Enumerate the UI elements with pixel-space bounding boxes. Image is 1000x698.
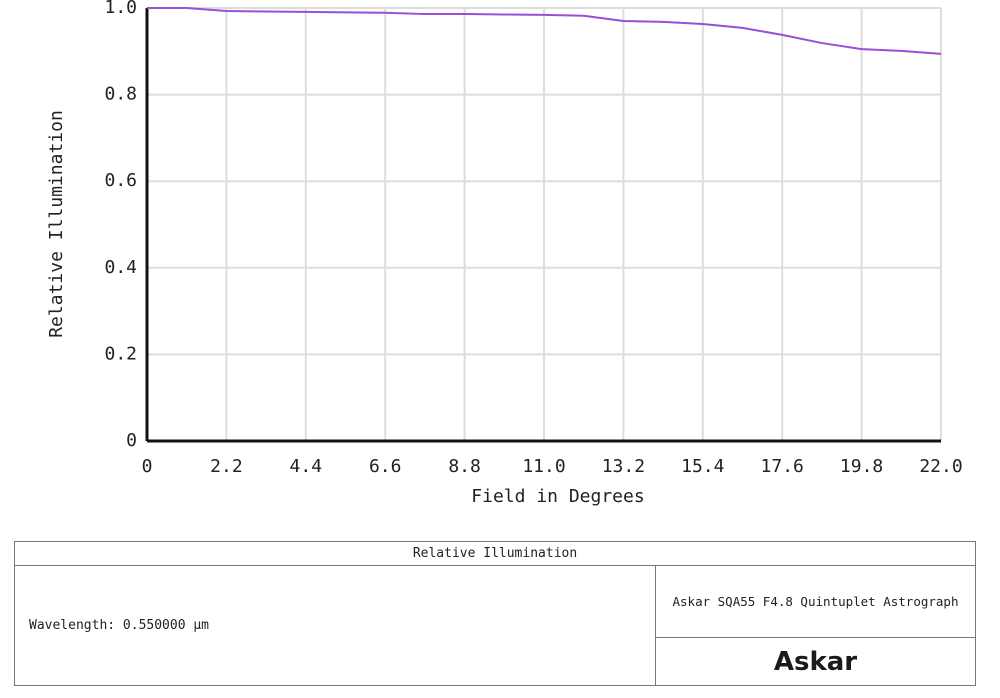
wavelength: Wavelength: 0.550000 µm	[14, 565, 656, 686]
y-tick-label: 0.6	[104, 170, 137, 191]
system-name: Askar SQA55 F4.8 Quintuplet Astrograph	[655, 565, 976, 638]
y-tick-label: 0	[126, 430, 137, 451]
logo: Askar	[655, 637, 976, 686]
x-tick-label: 0	[142, 456, 153, 477]
y-tick-label: 0.4	[104, 257, 137, 278]
x-tick-label: 19.8	[840, 456, 883, 477]
y-axis-label: Relative Illumination	[46, 110, 67, 338]
x-tick-label: 11.0	[522, 456, 565, 477]
x-tick-label: 22.0	[919, 456, 962, 477]
x-tick-label: 15.4	[681, 456, 724, 477]
x-tick-label: 2.2	[210, 456, 243, 477]
x-axis-label: Field in Degrees	[471, 486, 644, 507]
x-tick-label: 17.6	[761, 456, 804, 477]
x-tick-label: 13.2	[602, 456, 645, 477]
data-line	[147, 7, 942, 55]
x-tick-label: 8.8	[448, 456, 481, 477]
y-tick-label: 1.0	[104, 0, 137, 18]
x-tick-label: 4.4	[290, 456, 323, 477]
footer-title: Relative Illumination	[14, 541, 976, 566]
y-tick-label: 0.2	[104, 343, 137, 364]
x-tick-label: 6.6	[369, 456, 402, 477]
y-tick-label: 0.8	[104, 84, 137, 105]
chart: Field in Degrees Relative Illumination 0…	[46, 0, 963, 507]
